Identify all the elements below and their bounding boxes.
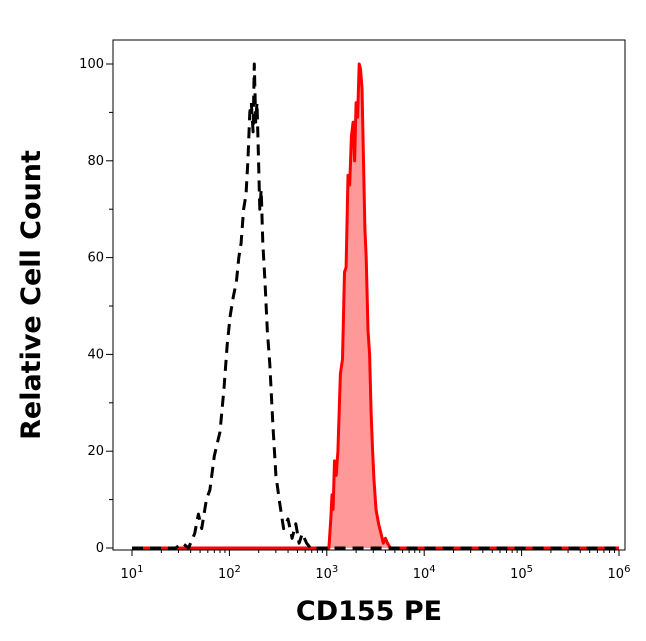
y-tick-label: 80 <box>87 154 104 169</box>
x-tick-label: 101 <box>121 564 144 582</box>
y-axis-title: Relative Cell Count <box>16 150 47 440</box>
plot-frame <box>112 39 626 551</box>
x-axis-title: CD155 PE <box>296 596 442 627</box>
series-layer <box>132 62 619 550</box>
y-tick-label: 0 <box>96 541 104 556</box>
y-axis: 0 20 40 60 80 100 <box>79 57 113 556</box>
x-tick-label: 103 <box>315 564 338 582</box>
x-tick-label: 105 <box>510 564 533 582</box>
series-1-line <box>132 62 619 550</box>
y-tick-label: 60 <box>87 251 104 266</box>
y-tick-label: 40 <box>87 347 104 362</box>
x-tick-label: 102 <box>218 564 241 582</box>
x-axis: 101 102 103 104 105 106 <box>121 550 631 582</box>
y-tick-label: 20 <box>87 444 104 459</box>
x-tick-label: 106 <box>608 564 631 582</box>
x-tick-label: 104 <box>413 564 436 582</box>
series-1-area <box>132 64 619 548</box>
series-0-line <box>132 62 619 550</box>
y-tick-label: 100 <box>79 57 104 72</box>
